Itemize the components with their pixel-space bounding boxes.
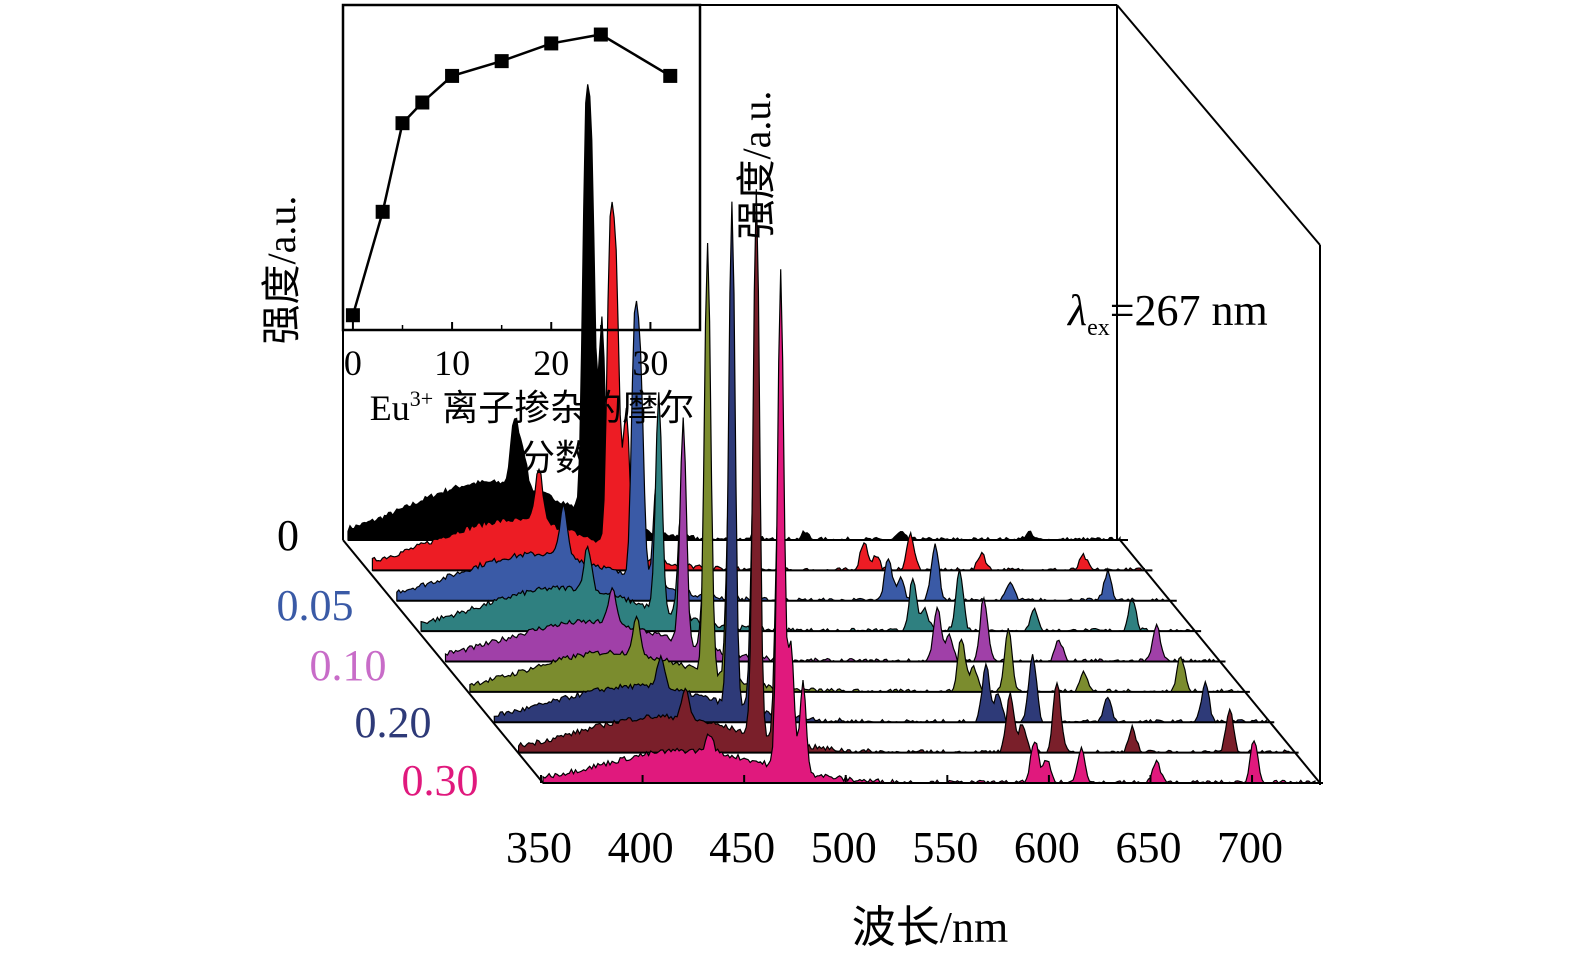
series-label-0.20: 0.20: [355, 698, 432, 747]
inset-x-axis-label: Eu3+ 离子掺杂的摩尔: [370, 386, 694, 428]
inset-x-tick-label-30: 30: [632, 343, 668, 383]
inset-data-point-1: [375, 204, 390, 219]
inset-series-line: [351, 33, 671, 316]
inset-xlabel-main: Eu: [370, 388, 410, 428]
series-labels-group: 0 0.05 0.10 0.20 0.30: [277, 511, 479, 805]
inset-x-tick-label-10: 10: [434, 343, 470, 383]
x-tick-label-550: 550: [912, 823, 978, 872]
series-label-0.30: 0.30: [402, 756, 479, 805]
x-tick-label-650: 650: [1115, 823, 1181, 872]
inset-data-point-5: [494, 54, 509, 69]
series-label-0: 0: [277, 511, 299, 560]
x-tick-label-500: 500: [811, 823, 877, 872]
inset-data-point-3: [415, 95, 430, 110]
y-axis-label-right: 强度/a.u.: [734, 91, 779, 240]
inset-data-point-8: [663, 68, 678, 83]
x-tick-labels-group: 350 400 450 500 550 600 650 700: [506, 775, 1283, 872]
inset-x-tick-label-20: 20: [533, 343, 569, 383]
frame-bottom-right-diagonal: [1119, 539, 1321, 784]
x-axis-label: 波长/nm: [852, 903, 1008, 952]
inset-data-point-2: [395, 116, 410, 131]
annotation-sub: ex: [1087, 315, 1110, 341]
inset-data-point-7: [593, 27, 608, 42]
inset-xlabel-rest: 离子掺杂的摩尔: [433, 388, 694, 428]
frame-top-right-diagonal: [1116, 4, 1321, 246]
annotation-lambda: λ: [1066, 286, 1087, 335]
x-tick-label-450: 450: [709, 823, 775, 872]
inset-data-point-6: [544, 36, 559, 51]
inset-data-point-0: [345, 308, 360, 323]
excitation-annotation: λex=267 nm: [1066, 286, 1268, 341]
x-tick-label-400: 400: [608, 823, 674, 872]
spectra-group: [347, 84, 1323, 785]
spectrum-layer-7: [518, 189, 1299, 754]
inset-x-axis-label-line2: 分数: [519, 438, 591, 478]
series-label-0.05: 0.05: [277, 581, 354, 630]
inset-x-tick-label-0: 0: [344, 343, 362, 383]
y-axis-label-left: 强度/a.u.: [259, 196, 304, 345]
x-tick-label-350: 350: [506, 823, 572, 872]
chart-text-group: 强度/a.u. 强度/a.u. 波长/nm λex=267 nm Eu3+ 离子…: [259, 91, 1268, 952]
x-tick-label-600: 600: [1014, 823, 1080, 872]
series-label-0.10: 0.10: [310, 641, 387, 690]
inset-data-point-4: [445, 68, 460, 83]
x-tick-label-700: 700: [1217, 823, 1283, 872]
inset-frame: [341, 3, 702, 332]
inset-xlabel-sup: 3+: [410, 386, 433, 411]
inset-chart: 0 10 20 30: [341, 3, 702, 383]
annotation-rest: =267 nm: [1110, 286, 1268, 335]
frame-bottom-left-diagonal: [342, 539, 544, 784]
